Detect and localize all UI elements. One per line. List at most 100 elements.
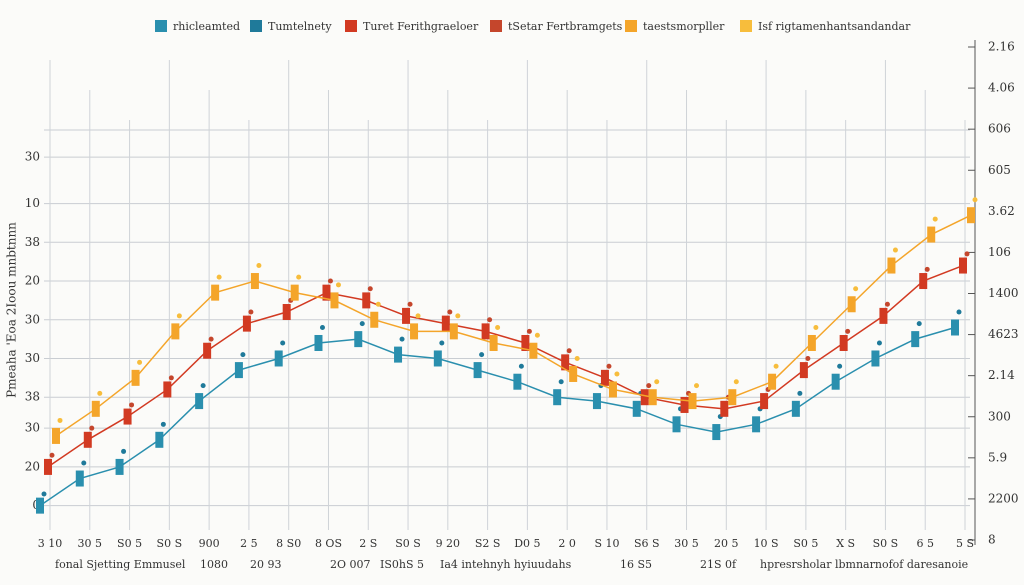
footer-label: hpresrsholar lbmnarnofof daresanoie — [760, 558, 968, 571]
x-tick-label: 30 5 — [78, 537, 103, 550]
x-tick-label: 900 — [199, 537, 220, 550]
x-tick-label: X S — [836, 537, 855, 550]
whisker-dot — [280, 340, 286, 346]
y-tick-label: 30 — [25, 421, 40, 435]
y2-tick-label: 4623 — [988, 327, 1019, 341]
whisker-dot — [733, 379, 739, 385]
whisker-dot — [296, 274, 302, 280]
whisker-dot — [526, 328, 532, 334]
whisker-dot — [853, 286, 859, 292]
whisker-dot — [375, 301, 381, 307]
x-tick-label: 2 S — [359, 537, 377, 550]
legend-swatch — [250, 20, 262, 32]
whisker-dot — [57, 417, 63, 423]
x-tick-label: D0 5 — [514, 537, 540, 550]
whisker-dot — [614, 371, 620, 377]
footer-label: 1080 — [200, 558, 228, 571]
y2-tick-label: 106 — [988, 245, 1011, 259]
whisker-dot — [200, 383, 206, 389]
whisker-dot — [956, 309, 962, 315]
y2-tick-label: 8 — [988, 533, 996, 547]
legend-swatch — [740, 20, 752, 32]
x-tick-label: S6 S — [634, 537, 660, 550]
whisker-dot — [89, 425, 95, 431]
whisker-dot — [964, 251, 970, 257]
series-line — [39, 326, 956, 507]
legend-swatch — [625, 20, 637, 32]
y2-tick-label: 1400 — [988, 286, 1019, 300]
whisker-dot — [932, 216, 938, 222]
whisker-dot — [439, 340, 445, 346]
whisker-dot — [479, 352, 485, 358]
footer-label: 2O 007 — [330, 558, 371, 571]
legend-label: tSetar Fertbramgets — [508, 20, 623, 33]
whisker-dot — [606, 363, 612, 369]
y-tick-label: 30 — [25, 150, 40, 164]
whisker-dot — [256, 263, 262, 269]
whisker-dot — [49, 452, 55, 458]
legend-label: Isf rigtamenhantsandandar — [758, 20, 911, 33]
whisker-dot — [805, 355, 811, 361]
y2-tick-label: 3.62 — [988, 204, 1015, 218]
x-tick-label: 6 5 — [916, 537, 934, 550]
whisker-dot — [121, 448, 127, 454]
whisker-dot — [81, 460, 87, 466]
y-tick-label: 20 — [25, 459, 40, 473]
whisker-dot — [176, 313, 182, 319]
whisker-dot — [884, 301, 890, 307]
footer-label: Ia4 intehnyh hyiuudahs — [440, 558, 572, 571]
whisker-dot — [837, 363, 843, 369]
legend-label: Tumtelnety — [268, 20, 332, 33]
whisker-dot — [813, 325, 819, 330]
whisker-dot — [797, 390, 803, 396]
footer-label: fonal Sjetting Emmusel — [55, 558, 186, 571]
whisker-dot — [495, 325, 501, 330]
whisker-dot — [574, 355, 580, 361]
whisker-dot — [694, 383, 700, 389]
y-tick-label: 30 — [25, 312, 40, 326]
footer-label: IS0hS 5 — [380, 558, 424, 571]
x-tick-label: 8 S0 — [276, 537, 301, 550]
y2-tick-label: 2.16 — [988, 40, 1015, 54]
whisker-dot — [168, 375, 174, 381]
x-tick-label: S0 S — [395, 537, 421, 550]
footer-label: 16 S5 — [620, 558, 652, 571]
y-axis-label: Pmeaha 'Eoa 2Ioou mnbtnnn — [5, 222, 19, 398]
y2-tick-label: 605 — [988, 163, 1011, 177]
whisker-dot — [160, 421, 166, 427]
whisker-dot — [208, 336, 214, 342]
legend-swatch — [490, 20, 502, 32]
x-tick-label: S0 S — [873, 537, 899, 550]
whisker-dot — [487, 317, 493, 323]
whisker-dot — [654, 379, 660, 385]
whisker-dot — [399, 336, 405, 342]
y-tick-label: 10 — [25, 196, 40, 210]
x-tick-label: 20 5 — [714, 537, 739, 550]
y2-tick-label: 4.06 — [988, 81, 1015, 95]
x-tick-label: S0 S — [157, 537, 183, 550]
whisker-dot — [137, 359, 143, 365]
legend-label: taestsmorpller — [643, 20, 725, 33]
whisker-dot — [845, 328, 851, 334]
whisker-dot — [892, 247, 898, 253]
whisker-dot — [216, 274, 222, 280]
series-line — [55, 214, 972, 437]
legend-swatch — [345, 20, 357, 32]
whisker-dot — [455, 313, 461, 319]
footer-label: 20 93 — [250, 558, 282, 571]
x-tick-label: 5 S — [956, 537, 974, 550]
y2-tick-label: 5.9 — [988, 450, 1007, 464]
whisker-dot — [876, 340, 882, 346]
whisker-dot — [335, 282, 341, 288]
y2-tick-label: 2.14 — [988, 368, 1015, 382]
y-tick-label: 20 — [25, 274, 40, 288]
whisker-dot — [327, 278, 333, 284]
y2-tick-label: 300 — [988, 409, 1011, 423]
x-tick-label: S 10 — [594, 537, 619, 550]
x-tick-label: 2 5 — [240, 537, 258, 550]
legend-label: rhicleamted — [173, 20, 240, 33]
y-tick-label: 30 — [25, 351, 40, 365]
x-tick-label: 9 20 — [436, 537, 461, 550]
x-tick-label: 2 0 — [558, 537, 576, 550]
